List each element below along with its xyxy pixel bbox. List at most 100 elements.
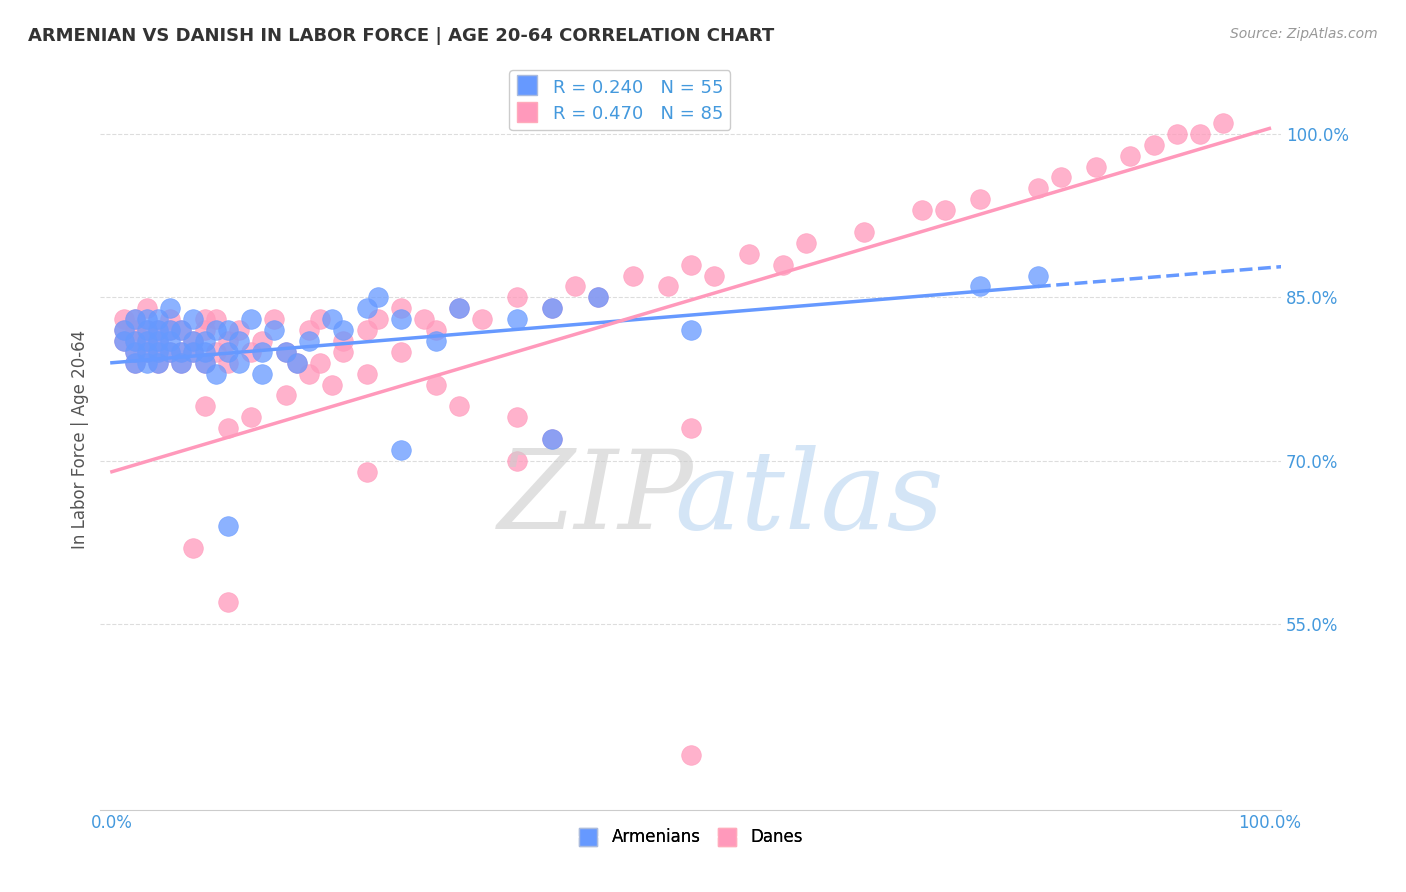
Point <box>425 377 447 392</box>
Point <box>332 344 354 359</box>
Text: atlas: atlas <box>673 444 943 552</box>
Point <box>159 323 181 337</box>
Point <box>252 367 274 381</box>
Text: ZIP: ZIP <box>498 444 695 552</box>
Point <box>193 344 215 359</box>
Point <box>135 344 157 359</box>
Point <box>449 301 471 316</box>
Point <box>124 334 146 348</box>
Point <box>159 312 181 326</box>
Point <box>969 279 991 293</box>
Point <box>193 312 215 326</box>
Point <box>367 290 389 304</box>
Point <box>193 400 215 414</box>
Point <box>263 312 285 326</box>
Point <box>148 334 170 348</box>
Point <box>621 268 644 283</box>
Point <box>298 367 321 381</box>
Point <box>181 344 204 359</box>
Point <box>298 334 321 348</box>
Point <box>124 344 146 359</box>
Point <box>148 356 170 370</box>
Point <box>657 279 679 293</box>
Point <box>1188 127 1211 141</box>
Point <box>934 203 956 218</box>
Point <box>449 400 471 414</box>
Point <box>205 344 228 359</box>
Point <box>309 356 332 370</box>
Point <box>135 323 157 337</box>
Point <box>228 356 250 370</box>
Point <box>170 344 193 359</box>
Point <box>239 344 262 359</box>
Legend: Armenians, Danes: Armenians, Danes <box>572 822 810 853</box>
Y-axis label: In Labor Force | Age 20-64: In Labor Force | Age 20-64 <box>72 329 89 549</box>
Point <box>135 334 157 348</box>
Point <box>389 344 412 359</box>
Point <box>389 312 412 326</box>
Point <box>159 344 181 359</box>
Point <box>124 356 146 370</box>
Point <box>679 747 702 762</box>
Point <box>389 442 412 457</box>
Text: Source: ZipAtlas.com: Source: ZipAtlas.com <box>1230 27 1378 41</box>
Point <box>181 312 204 326</box>
Point <box>449 301 471 316</box>
Point <box>298 323 321 337</box>
Point <box>332 334 354 348</box>
Point <box>586 290 609 304</box>
Point <box>217 421 239 435</box>
Point <box>969 192 991 206</box>
Point <box>193 334 215 348</box>
Point <box>389 301 412 316</box>
Point <box>737 247 759 261</box>
Point <box>356 367 378 381</box>
Point <box>853 225 876 239</box>
Text: ARMENIAN VS DANISH IN LABOR FORCE | AGE 20-64 CORRELATION CHART: ARMENIAN VS DANISH IN LABOR FORCE | AGE … <box>28 27 775 45</box>
Point <box>217 334 239 348</box>
Point <box>170 356 193 370</box>
Point <box>679 323 702 337</box>
Point <box>1050 170 1073 185</box>
Point <box>274 388 297 402</box>
Point <box>285 356 308 370</box>
Point <box>332 323 354 337</box>
Point <box>181 334 204 348</box>
Point <box>124 323 146 337</box>
Point <box>148 334 170 348</box>
Point <box>181 344 204 359</box>
Point <box>540 432 562 446</box>
Point <box>148 312 170 326</box>
Point <box>135 323 157 337</box>
Point <box>135 301 157 316</box>
Point <box>124 356 146 370</box>
Point <box>1026 181 1049 195</box>
Point <box>124 344 146 359</box>
Point <box>159 344 181 359</box>
Point <box>124 334 146 348</box>
Point <box>112 323 135 337</box>
Point <box>159 301 181 316</box>
Point <box>564 279 586 293</box>
Point <box>170 356 193 370</box>
Point <box>170 323 193 337</box>
Point <box>112 334 135 348</box>
Point <box>1026 268 1049 283</box>
Point <box>425 334 447 348</box>
Point <box>263 323 285 337</box>
Point <box>217 344 239 359</box>
Point <box>772 258 794 272</box>
Point <box>124 312 146 326</box>
Point <box>703 268 725 283</box>
Point <box>239 312 262 326</box>
Point <box>217 595 239 609</box>
Point <box>135 356 157 370</box>
Point <box>1084 160 1107 174</box>
Point <box>911 203 934 218</box>
Point <box>112 323 135 337</box>
Point <box>356 301 378 316</box>
Point <box>148 323 170 337</box>
Point <box>135 344 157 359</box>
Point <box>217 356 239 370</box>
Point <box>159 323 181 337</box>
